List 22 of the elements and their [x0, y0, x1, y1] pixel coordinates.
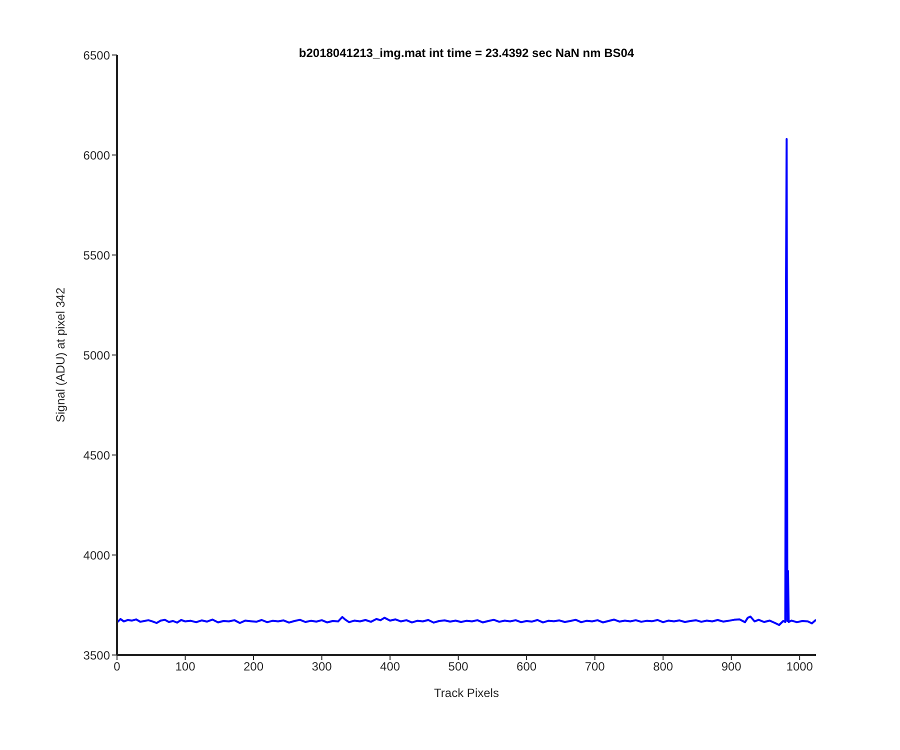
y-tick-label: 4500: [83, 448, 110, 462]
x-tick-label: 900: [721, 660, 742, 674]
x-tick-label: 800: [653, 660, 674, 674]
x-tick-label: 600: [516, 660, 537, 674]
y-axis-title: Signal (ADU) at pixel 342: [53, 287, 68, 422]
chart-title: b2018041213_img.mat int time = 23.4392 sec NaN nm BS04: [298, 46, 636, 60]
x-tick-label: 400: [380, 660, 400, 674]
y-tick-label: 5000: [83, 348, 110, 362]
line-series: [117, 138, 816, 626]
x-tick-label: 300: [312, 660, 332, 674]
x-axis-title: Track Pixels: [434, 686, 499, 700]
x-tick-label: 1000: [786, 660, 814, 674]
x-tick-label: 700: [584, 660, 606, 674]
y-tick-label: 5500: [83, 248, 110, 262]
x-tick-label: 0: [114, 660, 121, 674]
x-tick-label: 100: [175, 660, 196, 674]
y-tick-label: 4000: [83, 548, 110, 562]
y-tick-label: 3500: [83, 648, 110, 662]
y-tick-label: 6500: [83, 48, 110, 62]
x-tick-label: 200: [244, 660, 264, 674]
y-tick-label: 6000: [83, 148, 110, 162]
x-tick-label: 500: [448, 660, 469, 674]
